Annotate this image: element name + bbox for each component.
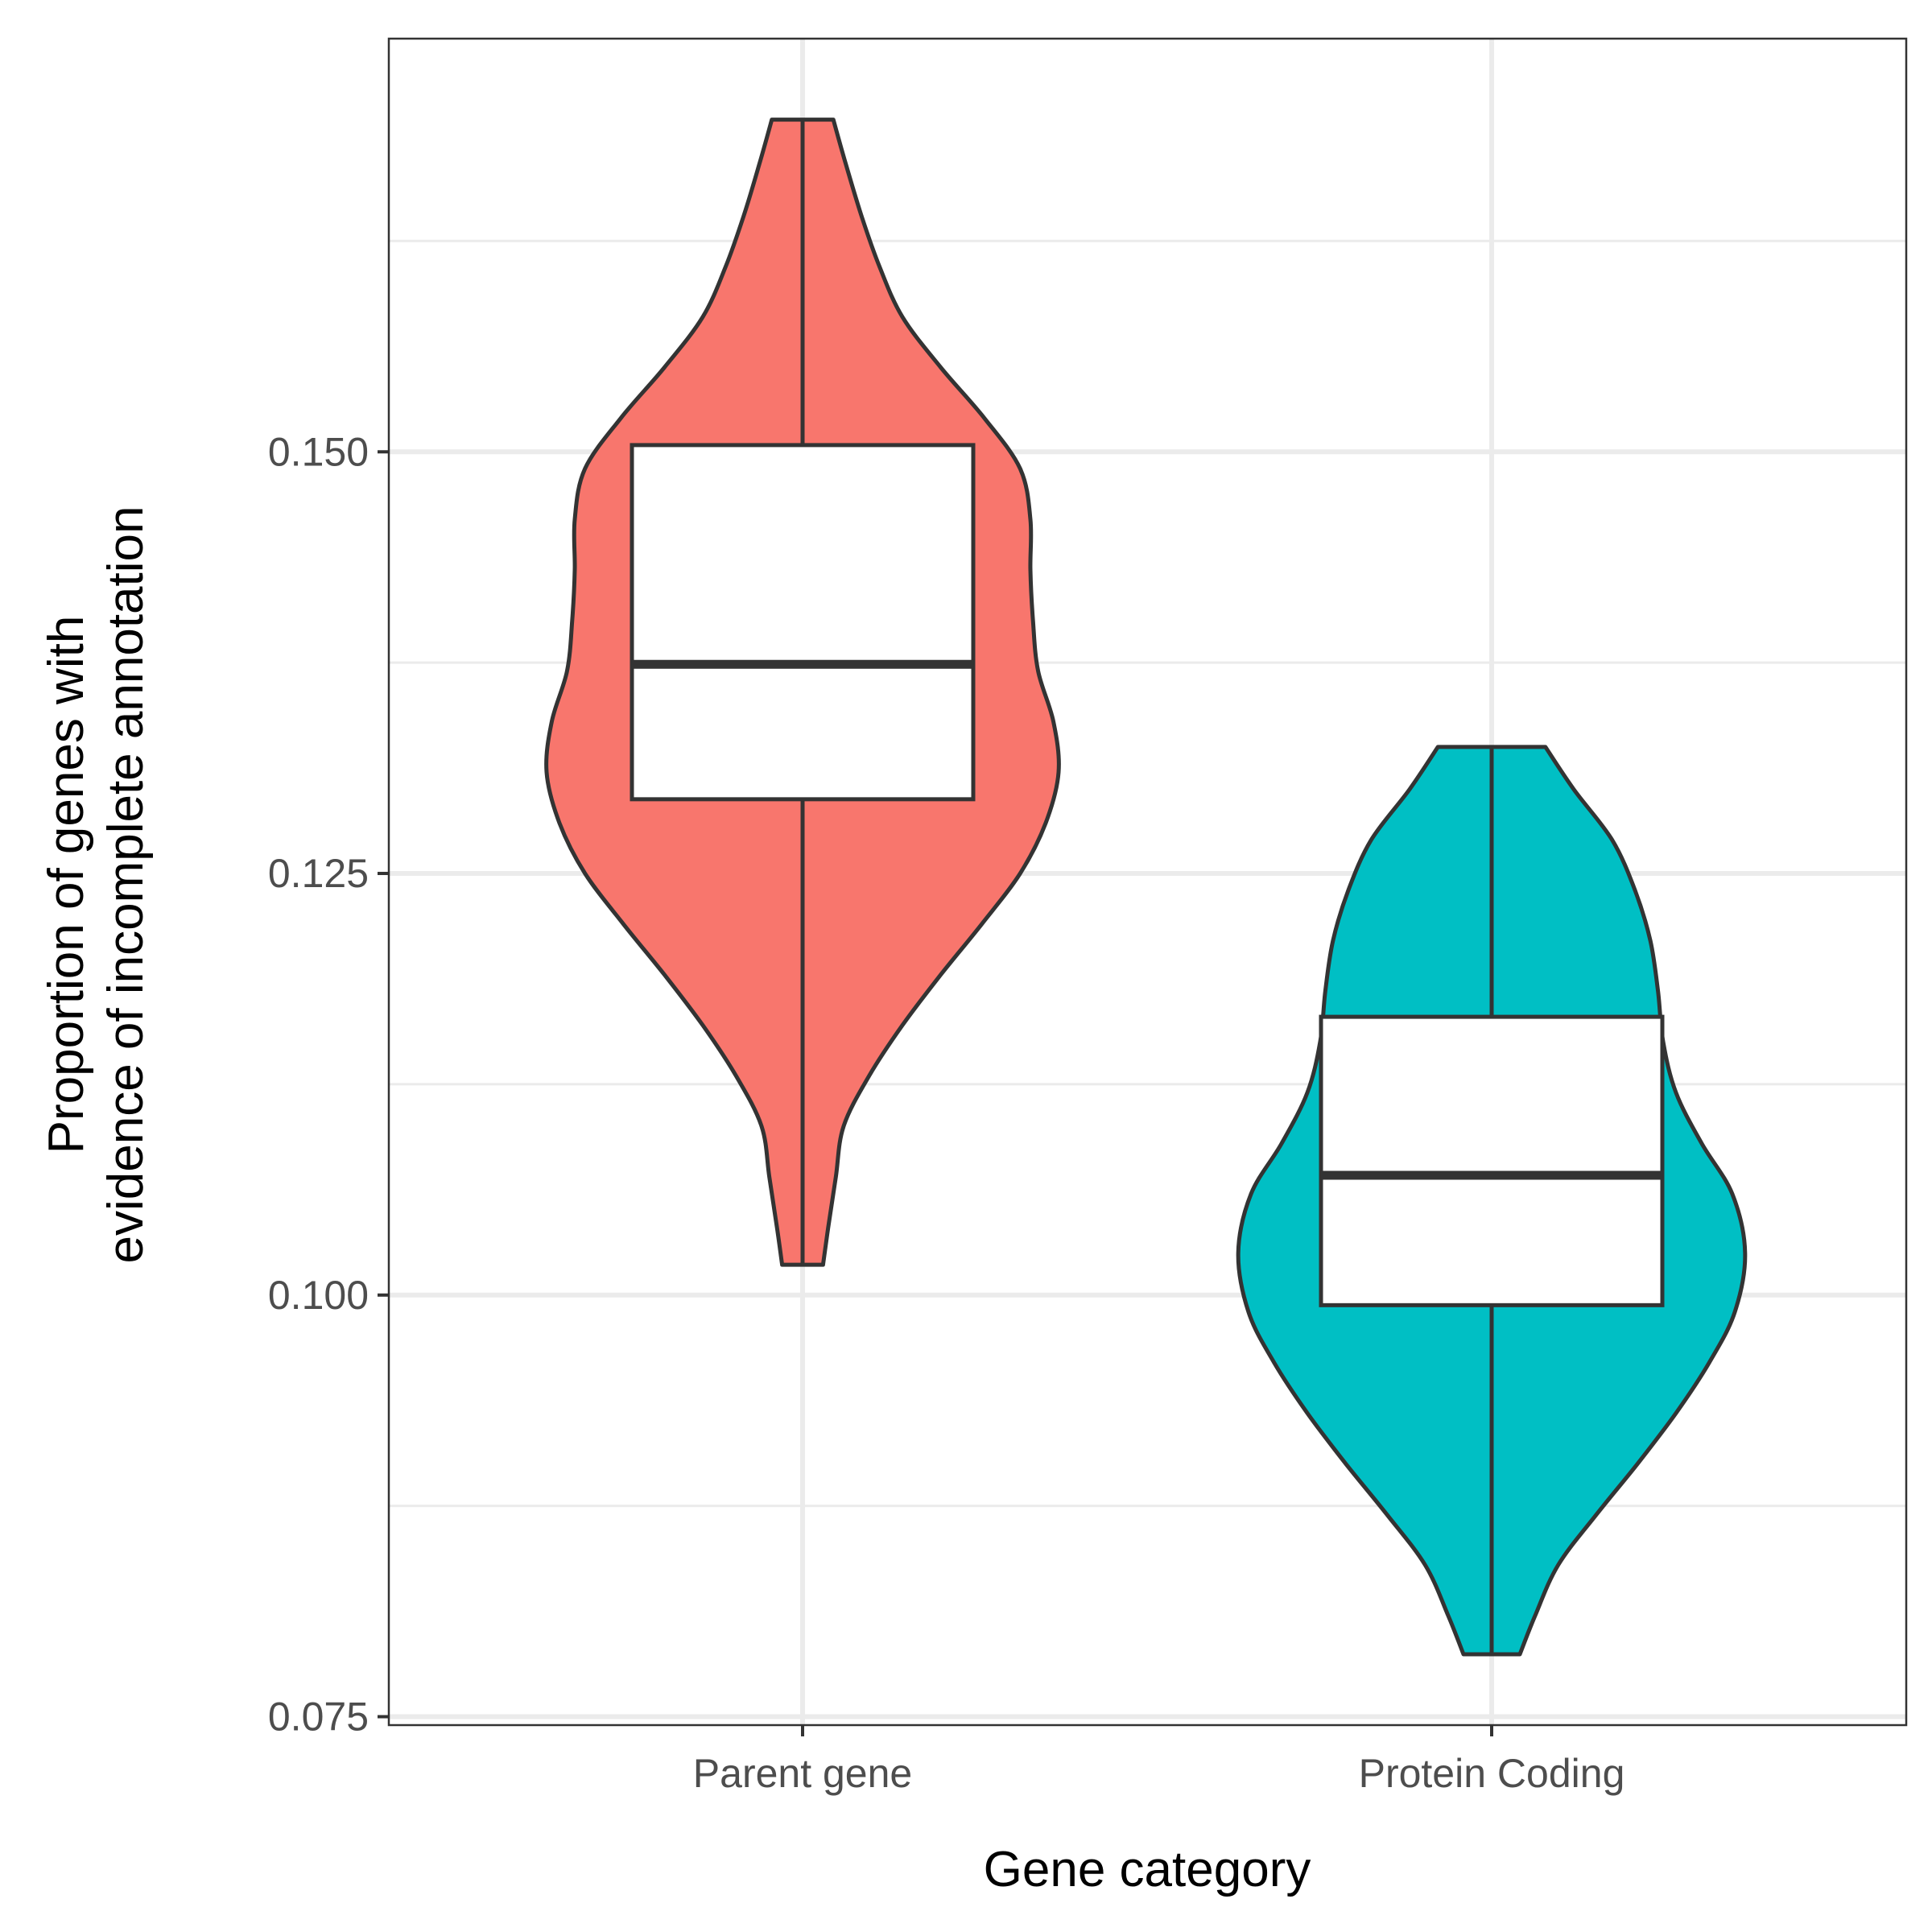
axes: 0.075 0.100 0.125 0.150 Parent gene Protein C…: [268, 429, 1625, 1796]
y-tick-label: 0.125: [268, 851, 369, 896]
y-tick-label: 0.150: [268, 429, 369, 474]
y-axis-title: Proportion of genes withevidence of inco…: [39, 506, 154, 1264]
plot-panel-border: [387, 37, 1908, 1727]
box: [630, 443, 976, 802]
x-axis-title: Gene category: [984, 1842, 1311, 1897]
y-tick-label: 0.075: [268, 1695, 369, 1740]
y-tick-label: 0.100: [268, 1273, 369, 1318]
y-axis-title-line: Proportion of genes with: [39, 616, 94, 1154]
violins: [544, 118, 1748, 1657]
box: [1319, 1014, 1665, 1307]
y-axis-title-line: evidence of incomplete annotation: [98, 506, 154, 1264]
x-tick-label: Parent gene: [693, 1751, 912, 1796]
x-tick-label: Protein Coding: [1359, 1751, 1625, 1796]
